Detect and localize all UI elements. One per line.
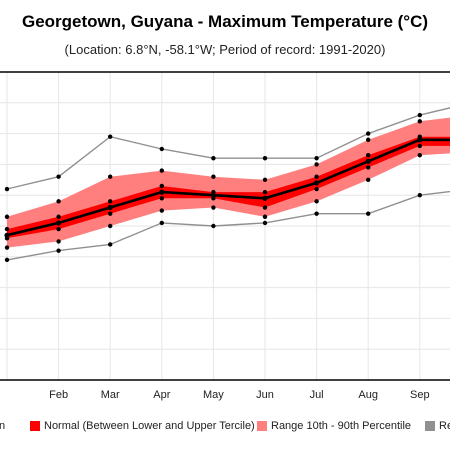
point-mean	[365, 158, 371, 164]
point-normal-low	[56, 226, 61, 232]
point-record-low	[314, 211, 319, 216]
point-range-low	[262, 214, 268, 219]
point-record-high	[417, 112, 422, 118]
x-tick-labels: FebMarAprMayJunJulAugSepOct	[49, 389, 430, 401]
point-range-low	[417, 152, 422, 158]
point-normal-low	[211, 196, 216, 201]
point-normal-low	[4, 236, 10, 241]
point-record-low	[211, 223, 216, 229]
point-record-low	[366, 211, 371, 216]
point-mean	[4, 232, 10, 238]
plot-frame	[0, 71, 450, 381]
legend-item-record: Re	[425, 420, 450, 432]
point-normal-high	[4, 226, 10, 232]
point-range-high	[108, 174, 113, 179]
point-mean	[107, 204, 113, 211]
point-mean	[417, 137, 423, 143]
x-tick-label: Aug	[358, 389, 378, 401]
legend-swatch-record	[425, 421, 435, 431]
legend-label-normal: Normal (Between Lower and Upper Tercile)	[44, 420, 255, 432]
bands	[7, 117, 450, 248]
point-mean	[56, 220, 62, 226]
series-points	[4, 112, 423, 263]
point-normal-low	[159, 196, 164, 201]
point-normal-high	[314, 174, 319, 179]
point-record-low	[4, 257, 10, 263]
point-range-high	[314, 162, 319, 167]
point-normal-low	[108, 211, 113, 216]
chart-title: Georgetown, Guyana - Maximum Temperature…	[21, 12, 429, 31]
point-normal-high	[262, 189, 268, 195]
point-range-high	[159, 168, 164, 173]
x-tick-label: Apr	[153, 389, 170, 401]
chart-subtitle: (Location: 6.8°N, -58.1°W; Period of rec…	[64, 42, 386, 57]
point-mean	[210, 192, 216, 198]
point-mean	[159, 189, 165, 195]
point-record-low	[159, 220, 164, 226]
point-record-low	[108, 242, 113, 247]
point-range-high	[417, 119, 422, 124]
point-record-low	[56, 248, 61, 253]
legend-label-record: Re	[439, 420, 450, 432]
point-record-high	[211, 156, 216, 161]
point-range-low	[314, 199, 319, 204]
point-range-low	[211, 205, 216, 210]
point-range-low	[56, 239, 61, 244]
point-range-low	[366, 177, 371, 182]
point-normal-high	[159, 183, 164, 189]
legend-item-mean: n	[0, 420, 5, 432]
point-range-high	[4, 214, 10, 219]
x-tick-label: Jul	[310, 389, 324, 401]
point-record-high	[108, 134, 113, 139]
x-tick-label: Sep	[410, 389, 430, 401]
point-record-high	[366, 131, 371, 136]
point-range-high	[366, 137, 371, 142]
range-band-10-90	[7, 117, 450, 248]
legend-swatch-normal	[30, 421, 40, 431]
point-normal-high	[56, 214, 61, 219]
point-range-high	[56, 199, 61, 204]
point-normal-high	[108, 199, 113, 204]
point-record-high	[314, 156, 319, 161]
point-range-high	[262, 177, 268, 182]
point-record-high	[262, 156, 268, 161]
point-normal-high	[366, 152, 371, 158]
point-record-high	[56, 174, 61, 179]
point-normal-low	[417, 143, 422, 149]
x-tick-label: Jun	[256, 389, 274, 401]
point-normal-low	[366, 165, 371, 170]
point-normal-low	[314, 186, 319, 192]
x-tick-label: May	[203, 389, 224, 401]
x-tick-label: Feb	[49, 389, 68, 401]
point-range-low	[159, 208, 164, 213]
point-range-low	[4, 245, 10, 250]
point-record-high	[159, 146, 164, 152]
point-record-high	[4, 186, 10, 192]
point-normal-low	[262, 205, 268, 210]
point-range-low	[108, 223, 113, 229]
point-record-low	[417, 193, 422, 198]
legend-item-normal: Normal (Between Lower and Upper Tercile)	[30, 420, 255, 432]
legend: n Normal (Between Lower and Upper Tercil…	[0, 420, 450, 440]
legend-swatch-range	[257, 421, 267, 431]
point-record-low	[262, 220, 268, 226]
x-tick-label: Mar	[101, 389, 120, 401]
point-range-high	[211, 174, 216, 179]
point-mean	[262, 195, 268, 201]
point-mean	[314, 180, 320, 186]
legend-item-range: Range 10th - 90th Percentile	[257, 420, 411, 432]
legend-label-mean: n	[0, 420, 6, 432]
legend-label-range: Range 10th - 90th Percentile	[271, 420, 412, 432]
